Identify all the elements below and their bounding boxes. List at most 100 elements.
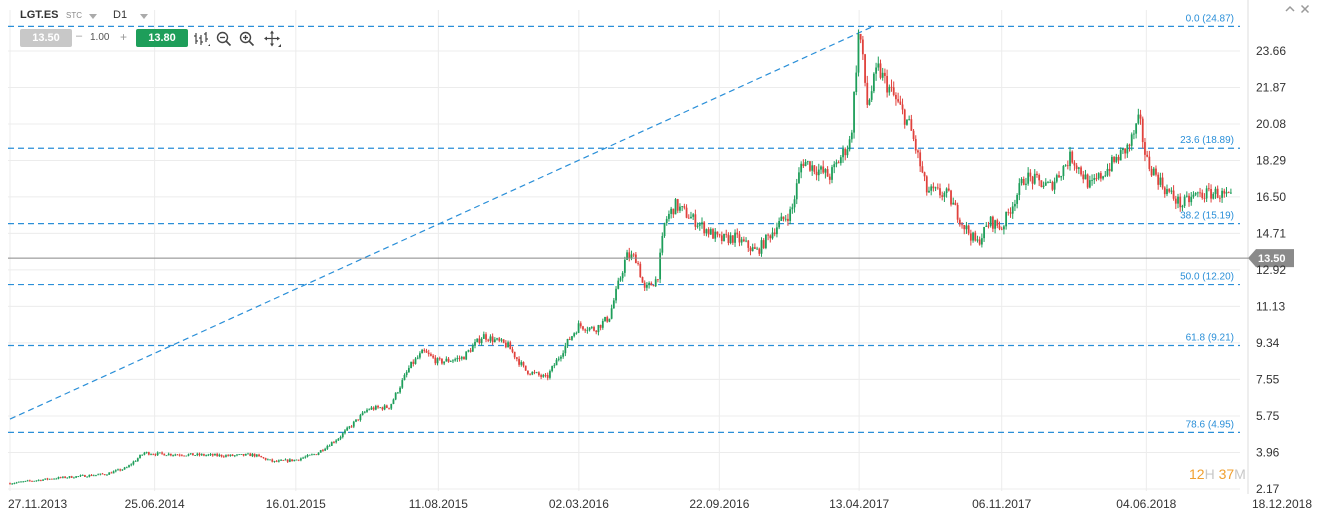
candle (229, 454, 232, 457)
candle (1000, 226, 1003, 231)
candle (487, 338, 490, 343)
candle (467, 349, 470, 353)
candle (507, 340, 509, 348)
candle (86, 476, 89, 478)
candle (676, 198, 679, 214)
candle (1058, 171, 1060, 178)
candle (139, 454, 141, 459)
x-tick-label: 13.04.2017 (829, 497, 889, 511)
candle (1192, 191, 1195, 199)
quantity-input[interactable]: 1.00 (90, 32, 110, 43)
candle (48, 478, 51, 480)
candle (1007, 208, 1010, 216)
trendline[interactable] (9, 25, 874, 420)
candle (211, 453, 214, 457)
candle (185, 455, 188, 457)
candle (145, 451, 148, 454)
candle (756, 246, 758, 250)
y-tick-label: 12.92 (1256, 263, 1286, 277)
candle (269, 459, 271, 461)
candle (308, 454, 311, 456)
candle (330, 441, 333, 446)
candle (1082, 170, 1085, 184)
candle (881, 67, 884, 81)
candle (1210, 184, 1212, 203)
zoom-out-icon[interactable] (215, 30, 233, 48)
candle (515, 356, 518, 362)
candle (958, 217, 961, 227)
fib-level-label: 50.0 (12.20) (1180, 272, 1234, 283)
candle (758, 247, 761, 256)
candle (1130, 132, 1133, 151)
candle (930, 184, 933, 196)
candle (518, 356, 520, 367)
candle (1159, 172, 1162, 188)
y-tick-label: 14.71 (1256, 226, 1286, 240)
candle (582, 325, 584, 331)
candle (1166, 184, 1168, 197)
timeframe-dropdown-icon[interactable] (140, 14, 148, 19)
candle (416, 355, 419, 360)
candle (147, 451, 150, 456)
candle (910, 114, 913, 131)
buy-button[interactable]: 13.80 (136, 29, 188, 47)
candle (914, 135, 917, 154)
candle (1084, 169, 1087, 180)
candle (28, 479, 31, 482)
candle (952, 197, 955, 205)
candle (158, 452, 161, 454)
candle (945, 187, 948, 198)
candle (438, 356, 441, 361)
sell-button[interactable]: 13.50 (20, 29, 72, 47)
candle (1181, 204, 1184, 212)
chart-type-icon[interactable] (193, 30, 211, 48)
zoom-in-icon[interactable] (238, 30, 256, 48)
candle (64, 476, 66, 479)
candle-countdown: 12H 37M (1189, 466, 1246, 482)
timeframe-selector[interactable]: D1 (113, 9, 128, 21)
instrument-symbol[interactable]: LGT.ES (20, 9, 59, 21)
candle (1099, 171, 1102, 182)
candle (906, 119, 908, 126)
up-arrow-icon[interactable] (1284, 3, 1296, 15)
candle (901, 98, 904, 115)
candle (736, 228, 739, 238)
candle (315, 454, 318, 456)
candle (388, 407, 390, 410)
candle (70, 475, 73, 478)
candle (892, 81, 895, 97)
current-price-label: 13.50 (1258, 253, 1286, 265)
close-icon[interactable] (1299, 3, 1311, 15)
candle (218, 453, 221, 457)
candle (22, 481, 25, 483)
symbol-dropdown-icon[interactable] (89, 14, 97, 19)
candle (1047, 180, 1049, 184)
candle (1088, 175, 1091, 189)
countdown-minutes: 37 (1218, 466, 1235, 482)
quantity-increase-button[interactable]: + (120, 30, 128, 44)
candle (31, 480, 33, 482)
candle (1071, 150, 1074, 164)
candle (476, 338, 479, 343)
quantity-decrease-button[interactable]: – (76, 30, 83, 42)
candle (449, 360, 452, 362)
candle (731, 234, 734, 245)
candle (394, 392, 397, 401)
candle (983, 226, 985, 242)
candle (698, 222, 701, 231)
candle (734, 229, 736, 247)
crosshair-icon[interactable] (263, 30, 281, 48)
candle (1055, 173, 1058, 184)
candle (791, 203, 794, 214)
candle (13, 482, 16, 485)
candle (66, 477, 69, 479)
candle (130, 463, 133, 467)
candle (251, 453, 254, 458)
candle (773, 228, 776, 237)
candle (663, 222, 666, 238)
candle (1170, 187, 1173, 195)
candle (150, 453, 152, 456)
candle (1027, 167, 1030, 186)
candle (826, 166, 829, 177)
